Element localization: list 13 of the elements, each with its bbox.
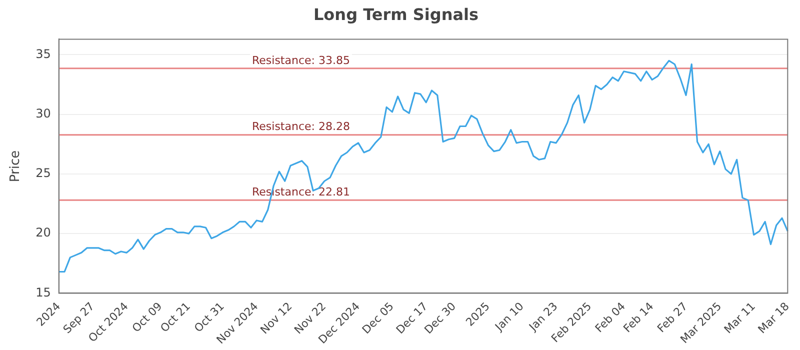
ref-line-label: Resistance: 28.28	[252, 120, 350, 134]
x-tick-label: Dec 05	[360, 300, 396, 336]
y-tick-label: 35	[36, 46, 51, 61]
ref-line-label: Resistance: 33.85	[252, 54, 350, 67]
x-tick-label: Mar 11	[722, 300, 758, 336]
y-tick-label: 25	[36, 166, 51, 180]
x-tick-label: Jan 10	[492, 300, 526, 334]
y-tick-label: 30	[36, 106, 51, 120]
x-tick-label: Mar 18	[756, 300, 792, 336]
y-axis-title: Price	[8, 150, 24, 182]
chart-title: Long Term Signals	[313, 4, 479, 24]
y-tick-label: 20	[36, 226, 51, 240]
y-tick-label: 15	[36, 285, 51, 300]
